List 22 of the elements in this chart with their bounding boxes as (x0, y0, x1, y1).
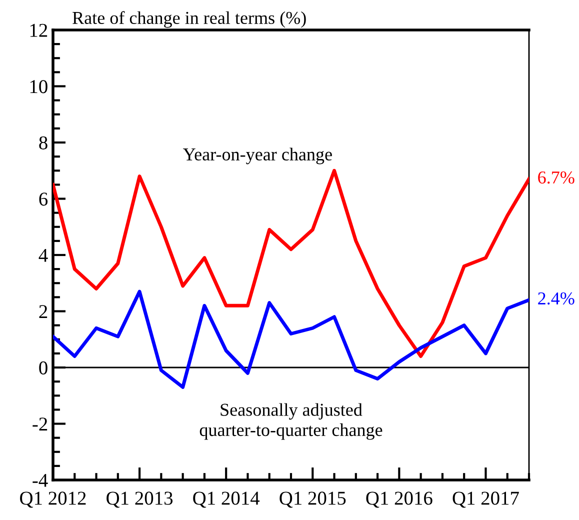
line-series (53, 290, 529, 389)
y-tick-label: 6 (39, 192, 48, 206)
y-tick-label: 8 (39, 136, 48, 150)
y-tick-label: -4 (32, 474, 48, 487)
y-tick-label: -2 (32, 418, 48, 430)
y-tick-label: 12 (30, 24, 48, 37)
x-tick-label: Q1 2016 (366, 492, 432, 508)
x-tick-label: Q1 2017 (452, 492, 519, 508)
data-label: 2.4% (538, 292, 574, 305)
data-label: 6.7% (538, 171, 574, 184)
y-tick-label: 2 (39, 305, 48, 318)
line-series (53, 168, 529, 358)
x-tick-label: Q1 2015 (280, 492, 346, 508)
x-tick-label: Q1 2014 (193, 492, 260, 508)
series-label: Year-on-year change (183, 148, 332, 164)
y-axis-title: Rate of change in real terms (%) (72, 11, 306, 28)
x-tick-label: Q1 2012 (20, 492, 86, 508)
y-tick-label: 4 (38, 248, 48, 262)
series-label: Seasonally adjusted quarter-to-quarter change (200, 403, 382, 440)
x-tick-label: Q1 2013 (106, 492, 173, 508)
y-tick-label: 0 (39, 361, 48, 374)
y-tick-label: 10 (30, 80, 48, 94)
